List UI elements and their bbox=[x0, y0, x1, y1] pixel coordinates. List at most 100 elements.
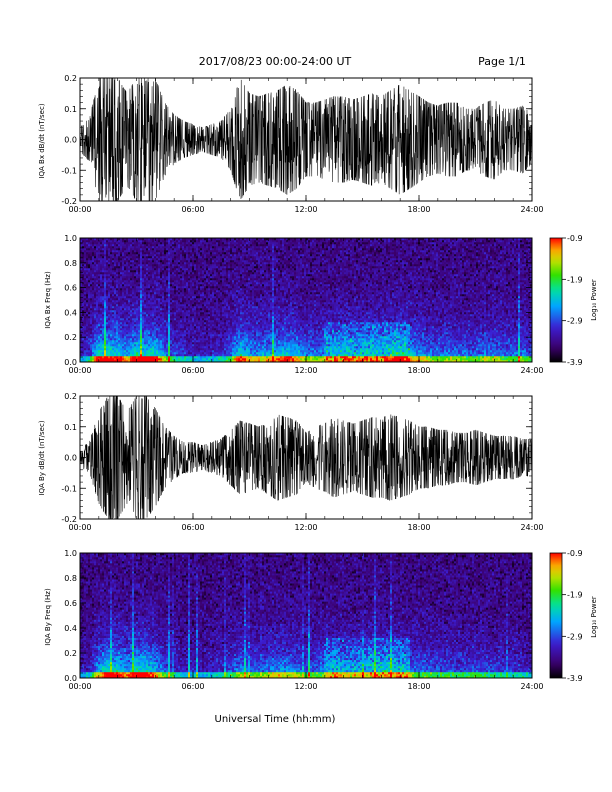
heatmap-cell bbox=[210, 318, 212, 320]
heatmap-cell bbox=[166, 308, 168, 310]
heatmap-cell bbox=[106, 346, 108, 348]
heatmap-cell bbox=[192, 258, 194, 260]
heatmap-cell bbox=[210, 324, 212, 326]
heatmap-cell bbox=[110, 300, 112, 302]
heatmap-cell bbox=[120, 276, 122, 278]
heatmap-cell bbox=[112, 342, 114, 344]
heatmap-cell bbox=[134, 262, 136, 264]
heatmap-cell bbox=[102, 310, 104, 312]
heatmap-cell bbox=[174, 266, 176, 268]
heatmap-cell bbox=[96, 270, 98, 272]
heatmap-cell bbox=[174, 294, 176, 296]
heatmap-cell bbox=[118, 310, 120, 312]
heatmap-cell bbox=[136, 322, 138, 324]
heatmap-cell bbox=[216, 306, 218, 308]
heatmap-cell bbox=[226, 340, 228, 342]
heatmap-cell bbox=[188, 276, 190, 278]
heatmap-cell bbox=[130, 356, 132, 358]
heatmap-cell bbox=[108, 308, 110, 310]
heatmap-cell bbox=[148, 288, 150, 290]
heatmap-cell bbox=[180, 342, 182, 344]
heatmap-cell bbox=[222, 326, 224, 328]
heatmap-cell bbox=[82, 274, 84, 276]
heatmap-cell bbox=[154, 306, 156, 308]
heatmap-cell bbox=[192, 272, 194, 274]
heatmap-cell bbox=[104, 304, 106, 306]
y-tick-label: 0.1 bbox=[64, 105, 77, 114]
heatmap-cell bbox=[210, 264, 212, 266]
heatmap-cell bbox=[208, 314, 210, 316]
heatmap-cell bbox=[134, 258, 136, 260]
heatmap-cell bbox=[230, 298, 232, 300]
heatmap-cell bbox=[192, 288, 194, 290]
heatmap-cell bbox=[82, 344, 84, 346]
heatmap-cell bbox=[184, 258, 186, 260]
heatmap-cell bbox=[94, 276, 96, 278]
heatmap-cell bbox=[90, 242, 92, 244]
heatmap-cell bbox=[154, 324, 156, 326]
heatmap-cell bbox=[146, 308, 148, 310]
heatmap-cell bbox=[212, 278, 214, 280]
heatmap-cell bbox=[232, 306, 234, 308]
heatmap-cell bbox=[208, 270, 210, 272]
heatmap-cell bbox=[220, 308, 222, 310]
heatmap-cell bbox=[164, 282, 166, 284]
heatmap-cell bbox=[150, 272, 152, 274]
heatmap-cell bbox=[208, 288, 210, 290]
heatmap-cell bbox=[178, 286, 180, 288]
heatmap-cell bbox=[162, 346, 164, 348]
heatmap-cell bbox=[210, 272, 212, 274]
heatmap-cell bbox=[196, 276, 198, 278]
heatmap-cell bbox=[204, 258, 206, 260]
heatmap-cell bbox=[126, 250, 128, 252]
heatmap-cell bbox=[188, 268, 190, 270]
heatmap-cell bbox=[160, 350, 162, 352]
heatmap-cell bbox=[194, 326, 196, 328]
heatmap-cell bbox=[88, 292, 90, 294]
heatmap-cell bbox=[98, 246, 100, 248]
heatmap-cell bbox=[178, 358, 180, 360]
heatmap-cell bbox=[216, 352, 218, 354]
heatmap-cell bbox=[196, 260, 198, 262]
heatmap-cell bbox=[176, 344, 178, 346]
heatmap-cell bbox=[152, 298, 154, 300]
heatmap-cell bbox=[108, 264, 110, 266]
heatmap-cell bbox=[214, 240, 216, 242]
heatmap-cell bbox=[152, 276, 154, 278]
heatmap-cell bbox=[122, 250, 124, 252]
heatmap-cell bbox=[84, 292, 86, 294]
heatmap-cell bbox=[104, 280, 106, 282]
heatmap-cell bbox=[114, 310, 116, 312]
heatmap-cell bbox=[234, 322, 236, 324]
heatmap-cell bbox=[152, 352, 154, 354]
heatmap-cell bbox=[220, 330, 222, 332]
heatmap-cell bbox=[128, 340, 130, 342]
heatmap-cell bbox=[206, 288, 208, 290]
heatmap-cell bbox=[194, 290, 196, 292]
heatmap-cell bbox=[222, 276, 224, 278]
heatmap-cell bbox=[104, 286, 106, 288]
heatmap-cell bbox=[172, 322, 174, 324]
heatmap-cell bbox=[170, 280, 172, 282]
heatmap-cell bbox=[218, 342, 220, 344]
heatmap-cell bbox=[98, 356, 100, 358]
heatmap-cell bbox=[148, 240, 150, 242]
heatmap-cell bbox=[186, 262, 188, 264]
heatmap-cell bbox=[122, 312, 124, 314]
heatmap-cell bbox=[182, 250, 184, 252]
heatmap-cell bbox=[138, 324, 140, 326]
heatmap-cell bbox=[154, 328, 156, 330]
heatmap-cell bbox=[86, 356, 88, 358]
heatmap-cell bbox=[88, 278, 90, 280]
heatmap-cell bbox=[164, 262, 166, 264]
heatmap-cell bbox=[156, 270, 158, 272]
heatmap-cell bbox=[118, 282, 120, 284]
heatmap-cell bbox=[142, 274, 144, 276]
heatmap-cell bbox=[192, 312, 194, 314]
heatmap-cell bbox=[130, 330, 132, 332]
heatmap-cell bbox=[112, 330, 114, 332]
heatmap-cell bbox=[192, 252, 194, 254]
heatmap-cell bbox=[130, 276, 132, 278]
heatmap-cell bbox=[110, 302, 112, 304]
heatmap-cell bbox=[156, 322, 158, 324]
